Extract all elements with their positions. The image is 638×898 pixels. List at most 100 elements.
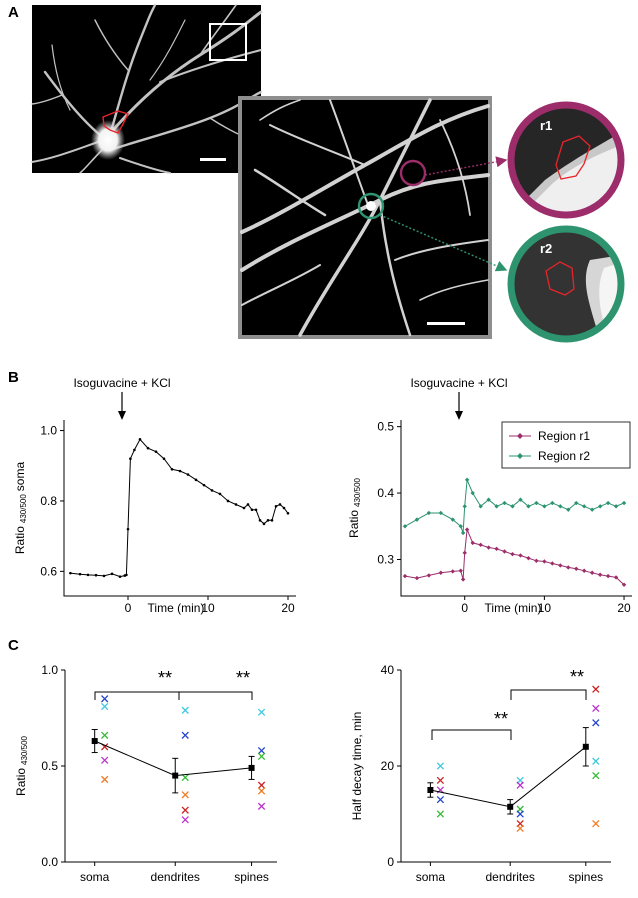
data-point-soma [94,573,98,577]
panel-label-b: B [8,369,19,386]
b-right-ytick-label: 0.5 [377,420,394,434]
data-point-r1 [597,572,603,577]
c-left-significance [94,691,253,700]
data-point-r2 [478,504,483,509]
data-point-soma [78,572,82,576]
legend-marker-r2 [517,453,523,459]
mean-marker [582,743,589,750]
c-left-xtick-label: soma [80,870,110,884]
data-point-soma [170,467,174,471]
stimulus-arrow-left [118,411,126,420]
data-point-r1 [550,561,555,566]
c-left-ylabel: Ratio430/500 [14,735,29,795]
stimulus-label-left: Isoguvacine + KCl [73,376,170,390]
axes-b-left [63,420,296,597]
b-right-xtick-label: 10 [538,601,552,615]
individual-cross [436,762,445,770]
data-point-soma [254,508,258,512]
data-point-r1 [566,565,571,570]
data-point-soma [194,478,198,482]
data-point-r2 [589,507,595,512]
c-right-ytick-label: 40 [381,663,395,677]
c-left-ytick-label: 0.0 [41,855,58,869]
c-left-series [91,695,266,824]
data-point-r1 [438,570,444,575]
data-point-soma [138,438,142,441]
individual-cross [181,806,189,814]
data-point-r1 [462,550,467,556]
b-left-ytick-label: 1.0 [40,424,57,438]
data-point-r2 [426,510,432,516]
individual-cross [257,781,266,789]
individual-cross [592,685,600,693]
individual-cross [101,702,109,711]
axes-b-right [400,420,632,597]
individual-cross [257,802,266,810]
data-point-soma [178,469,182,473]
b-left-series [69,438,290,578]
data-point-r2 [414,517,420,522]
b-right-xticks: 0 10 20 [461,596,631,615]
data-point-soma [146,446,150,450]
data-point-r2 [438,510,444,516]
individual-cross [436,810,445,818]
data-point-soma [102,574,106,578]
b-left-ytick-label: 0.8 [40,494,57,508]
b-right-ytick-label: 0.4 [377,486,394,500]
data-point-soma [258,519,262,522]
c-right-series [427,685,600,833]
individual-cross [101,775,109,784]
data-point-r1 [464,527,470,532]
b-right-yticks: 0.3 0.4 0.5 [377,420,401,566]
data-point-soma [246,503,250,506]
data-point-r1 [510,551,515,557]
data-point-soma [186,473,190,476]
b-right-ylabel: Ratio430/500 [347,477,362,537]
c-left-sig-1: ** [158,668,172,688]
data-point-r1 [574,566,579,571]
mean-marker [91,738,98,745]
c-left-sig-2: ** [236,668,250,688]
data-point-r2 [502,500,507,506]
b-left-xtick-label: 0 [125,601,132,615]
panel-label-a: A [8,4,19,21]
data-point-soma [133,448,136,452]
individual-cross [592,757,600,765]
data-point-r1 [518,553,523,558]
c-right-ytick-label: 0 [387,855,394,869]
mean-marker [248,764,255,771]
data-point-soma [282,506,286,510]
data-point-soma [154,450,158,453]
data-point-r1 [605,573,611,579]
data-point-r2 [486,497,491,502]
individual-cross [101,731,109,739]
data-point-soma [274,504,278,508]
c-left-yticks: 0.0 0.5 1.0 [41,663,65,869]
data-point-r2 [542,504,547,509]
mean-marker [507,803,514,810]
c-right-sig-1: ** [494,709,508,729]
data-point-r2 [462,504,467,509]
data-point-r2 [510,504,515,509]
data-point-soma [234,503,238,506]
data-point-r1 [582,568,587,573]
data-point-r1 [470,540,475,546]
b-right-xlabel: Time (min) [485,601,542,615]
data-point-r2 [621,500,627,506]
data-point-r1 [426,573,432,578]
data-point-r2 [402,524,408,529]
data-point-r2 [605,500,611,506]
inset-r2: r2 [507,225,625,343]
b-left-xlabel: Time (min) [148,601,205,615]
mean-marker [172,772,179,779]
data-point-r1 [589,570,595,575]
data-point-r2 [566,507,571,512]
data-point-r2 [526,504,531,509]
data-point-soma [69,571,72,575]
b-right-series [402,477,627,587]
data-point-r2 [597,504,603,509]
data-point-soma [226,499,230,503]
legend-label-r2: Region r2 [538,449,590,463]
axes-c-right [400,670,611,863]
data-point-r1 [526,555,531,561]
